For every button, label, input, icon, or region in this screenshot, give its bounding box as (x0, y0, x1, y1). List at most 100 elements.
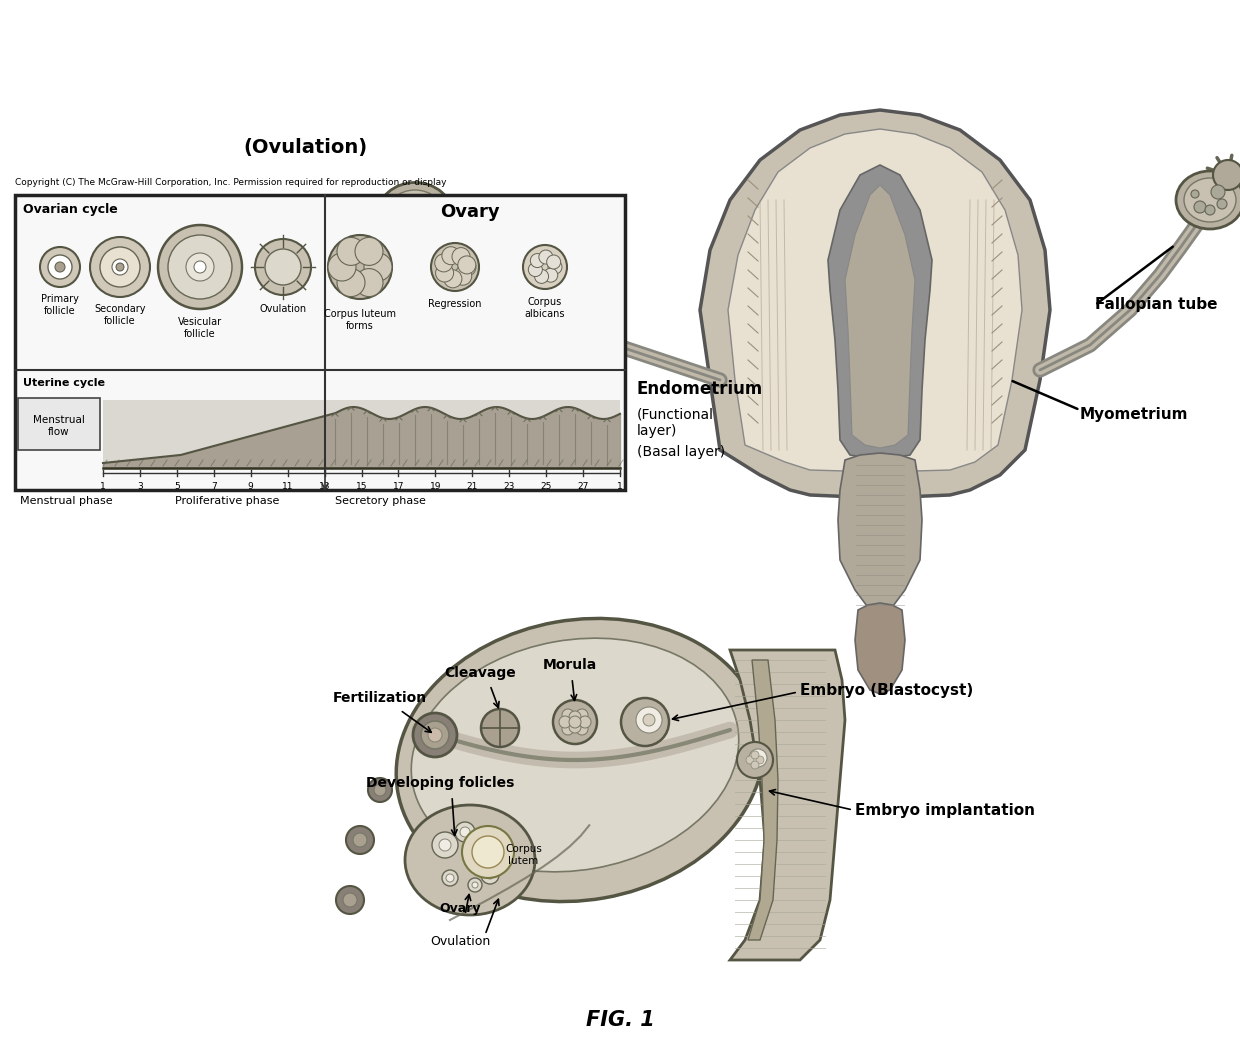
Circle shape (167, 234, 232, 299)
Circle shape (569, 711, 582, 723)
Circle shape (458, 256, 476, 274)
Text: Ovary: Ovary (440, 203, 500, 221)
Ellipse shape (386, 190, 444, 240)
Circle shape (486, 871, 494, 879)
Circle shape (1194, 201, 1207, 213)
Ellipse shape (1176, 171, 1240, 229)
Ellipse shape (412, 638, 739, 872)
Circle shape (157, 225, 242, 309)
Text: Copyright (C) The McGraw-Hill Corporation, Inc. Permission required for reproduc: Copyright (C) The McGraw-Hill Corporatio… (15, 178, 446, 187)
Circle shape (467, 879, 482, 892)
Text: Proliferative phase: Proliferative phase (175, 495, 279, 506)
Circle shape (543, 268, 558, 282)
Ellipse shape (1184, 178, 1236, 222)
Circle shape (751, 761, 759, 769)
Circle shape (346, 827, 374, 854)
Circle shape (1216, 199, 1228, 209)
Circle shape (396, 216, 410, 230)
Ellipse shape (377, 182, 453, 247)
FancyBboxPatch shape (15, 195, 625, 490)
Circle shape (460, 827, 470, 837)
Text: Ovarian cycle: Ovarian cycle (24, 203, 118, 216)
Circle shape (455, 822, 475, 842)
Circle shape (40, 247, 81, 286)
Text: 9: 9 (248, 482, 254, 491)
Text: Embryo (Blastocyst): Embryo (Blastocyst) (800, 682, 973, 697)
Circle shape (737, 742, 773, 778)
Circle shape (337, 268, 365, 297)
Text: Ovulation: Ovulation (430, 935, 490, 947)
Circle shape (531, 254, 544, 267)
Circle shape (405, 195, 415, 205)
Circle shape (117, 263, 124, 271)
Circle shape (337, 238, 365, 265)
Circle shape (441, 870, 458, 886)
Ellipse shape (397, 619, 764, 902)
Text: Corpus
albicans: Corpus albicans (525, 297, 565, 318)
Text: 19: 19 (429, 482, 441, 491)
Circle shape (644, 714, 655, 726)
Circle shape (528, 262, 542, 277)
Text: Vesicular
follicle: Vesicular follicle (177, 317, 222, 338)
Text: (Ovulation): (Ovulation) (243, 138, 367, 157)
Circle shape (186, 253, 215, 281)
Circle shape (636, 707, 662, 733)
Circle shape (579, 716, 591, 728)
Ellipse shape (405, 805, 534, 915)
Text: 5: 5 (174, 482, 180, 491)
Text: Regression: Regression (428, 299, 482, 309)
Circle shape (481, 709, 520, 747)
Text: Fallopian tube: Fallopian tube (1095, 297, 1218, 313)
Text: Endometrium: Endometrium (637, 380, 764, 398)
Circle shape (523, 245, 567, 289)
Circle shape (329, 234, 392, 299)
Text: Primary
follicle: Primary follicle (41, 294, 79, 315)
Circle shape (577, 723, 588, 735)
Circle shape (559, 716, 570, 728)
Circle shape (355, 268, 383, 297)
Circle shape (439, 839, 451, 851)
FancyBboxPatch shape (19, 398, 100, 450)
Circle shape (336, 886, 365, 914)
Text: Ovary: Ovary (439, 902, 481, 915)
Text: Corpus
lutem: Corpus lutem (505, 845, 542, 866)
Polygon shape (828, 166, 932, 460)
Circle shape (435, 254, 453, 272)
Circle shape (562, 709, 574, 721)
Text: (Functional
layer): (Functional layer) (637, 408, 714, 438)
Circle shape (490, 845, 500, 855)
Circle shape (428, 728, 441, 742)
Circle shape (534, 269, 548, 283)
Circle shape (424, 214, 436, 226)
Circle shape (353, 833, 367, 847)
Circle shape (1190, 190, 1199, 198)
Polygon shape (838, 453, 923, 615)
Circle shape (749, 749, 768, 767)
Circle shape (553, 700, 596, 744)
Circle shape (547, 255, 560, 269)
Text: 13: 13 (319, 482, 330, 491)
Circle shape (265, 249, 301, 285)
Text: Menstrual phase: Menstrual phase (20, 495, 113, 506)
Circle shape (751, 751, 759, 759)
Text: 3: 3 (138, 482, 143, 491)
Circle shape (1205, 205, 1215, 215)
Text: Morula: Morula (543, 658, 598, 672)
Circle shape (415, 197, 432, 213)
Circle shape (48, 255, 72, 279)
Circle shape (365, 253, 392, 281)
Circle shape (756, 756, 764, 764)
Text: Cleavage: Cleavage (444, 666, 516, 680)
Text: 17: 17 (393, 482, 404, 491)
Text: 27: 27 (578, 482, 589, 491)
Circle shape (746, 756, 754, 764)
Text: Ovulation: Ovulation (259, 305, 306, 314)
Circle shape (432, 243, 479, 291)
Text: Myometrium: Myometrium (1080, 407, 1188, 422)
Circle shape (539, 250, 553, 264)
Circle shape (1213, 160, 1240, 190)
Text: FIG. 1: FIG. 1 (585, 1010, 655, 1030)
Circle shape (355, 238, 383, 265)
Circle shape (374, 784, 386, 796)
Circle shape (329, 253, 356, 281)
